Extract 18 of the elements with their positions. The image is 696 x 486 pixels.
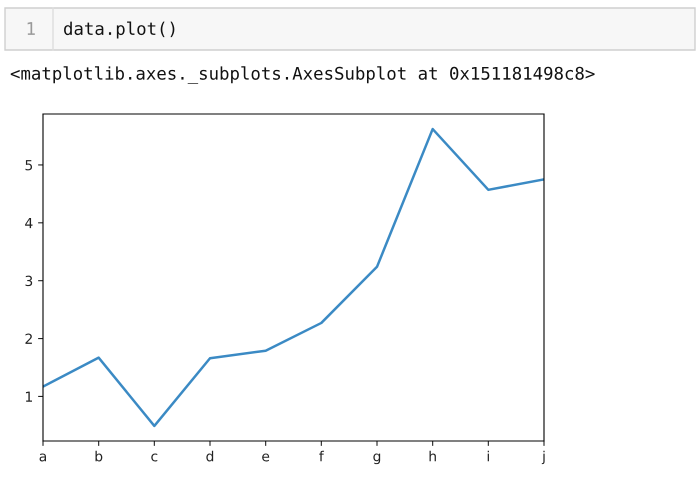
- x-tick-label: b: [96, 450, 102, 462]
- x-tick-label: d: [206, 450, 214, 462]
- text: <matplotlib.axes._subplots.AxesSubplot at 0x151181498c8>: [10, 66, 595, 84]
- x-tick-label: j: [542, 450, 545, 464]
- x-tick-label: h: [430, 450, 436, 462]
- y-tick-label: 4: [25, 218, 32, 228]
- text: data.plot(): [64, 22, 174, 38]
- x-tick-label: i: [488, 450, 489, 462]
- x-tick-label: g: [373, 454, 380, 464]
- y-tick-label: 2: [25, 334, 32, 344]
- y-tick-label: 1: [26, 392, 32, 402]
- x-tick-label: f: [319, 450, 324, 462]
- x-tick-label: a: [40, 454, 46, 462]
- y-tick-label: 5: [26, 160, 32, 170]
- x-tick-label: e: [262, 454, 270, 462]
- x-tick-label: c: [151, 454, 158, 462]
- line-series: [43, 128, 544, 428]
- y-tick-label: 3: [26, 276, 32, 286]
